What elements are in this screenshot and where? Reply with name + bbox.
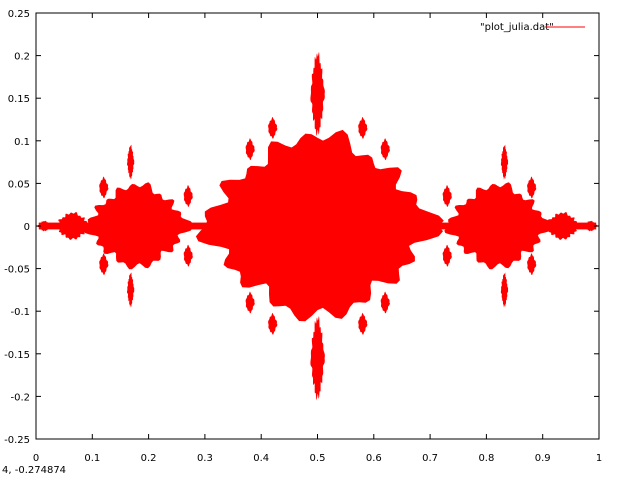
- julia-bud: [245, 291, 255, 314]
- y-tick-label: 0.05: [8, 179, 30, 190]
- x-tick-label: 0.4: [253, 453, 269, 464]
- julia-bud: [268, 312, 278, 335]
- x-tick-label: 0.1: [84, 453, 100, 464]
- julia-lobe: [310, 52, 325, 136]
- axis-tick-labels: 0 0.1 0.2 0.3 0.4 0.5 0.6 0.7 0.8 0.9 1 -0.25 -0.2 -0…: [4, 9, 602, 464]
- x-tick-label: 1: [596, 453, 602, 464]
- julia-lobe: [127, 272, 135, 308]
- x-tick-label: 0: [33, 453, 39, 464]
- julia-lobe: [500, 272, 509, 308]
- julia-bud: [99, 176, 109, 199]
- y-tick-label: 0: [24, 222, 30, 233]
- status-bar: 4, -0.274874: [0, 464, 618, 479]
- julia-bud: [358, 116, 368, 139]
- julia-lobe: [500, 144, 509, 180]
- x-tick-label: 0.6: [366, 453, 382, 464]
- julia-bud: [527, 176, 537, 199]
- y-tick-label: -0.25: [4, 435, 30, 446]
- x-tick-label: 0.7: [422, 453, 438, 464]
- julia-axis-band: [38, 222, 597, 230]
- axis-ticks: [35, 12, 600, 440]
- julia-bud: [442, 185, 452, 207]
- julia-bud: [442, 244, 452, 267]
- julia-lobe: [310, 316, 325, 400]
- y-tick-label: 0.25: [8, 9, 30, 20]
- julia-bud: [380, 291, 390, 314]
- x-tick-label: 0.2: [141, 453, 157, 464]
- julia-bud: [527, 253, 537, 276]
- cursor-coordinates: 4, -0.274874: [2, 465, 67, 476]
- y-tick-label: 0.15: [8, 94, 30, 105]
- y-tick-label: -0.2: [10, 392, 30, 403]
- x-tick-label: 0.8: [478, 453, 494, 464]
- julia-bud: [358, 312, 368, 335]
- julia-bud: [380, 138, 390, 161]
- julia-lobe: [127, 144, 135, 180]
- y-tick-label: -0.05: [4, 265, 30, 276]
- julia-bud: [99, 253, 109, 276]
- julia-set-fill: [37, 52, 598, 400]
- julia-bud: [245, 138, 255, 161]
- legend-entry: "plot_julia.dat": [480, 22, 554, 33]
- julia-bud: [183, 244, 193, 267]
- x-tick-label: 0.3: [197, 453, 213, 464]
- y-tick-label: 0.2: [14, 52, 30, 63]
- y-tick-label: -0.1: [10, 307, 30, 318]
- x-tick-label: 0.5: [310, 453, 326, 464]
- y-tick-label: -0.15: [4, 350, 30, 361]
- x-tick-label: 0.9: [535, 453, 551, 464]
- y-tick-label: 0.1: [14, 137, 30, 148]
- julia-bud: [183, 185, 193, 207]
- julia-bud: [268, 116, 278, 139]
- julia-plot: 0 0.1 0.2 0.3 0.4 0.5 0.6 0.7 0.8 0.9 1 -0.25 -0.2 -0…: [4, 9, 602, 464]
